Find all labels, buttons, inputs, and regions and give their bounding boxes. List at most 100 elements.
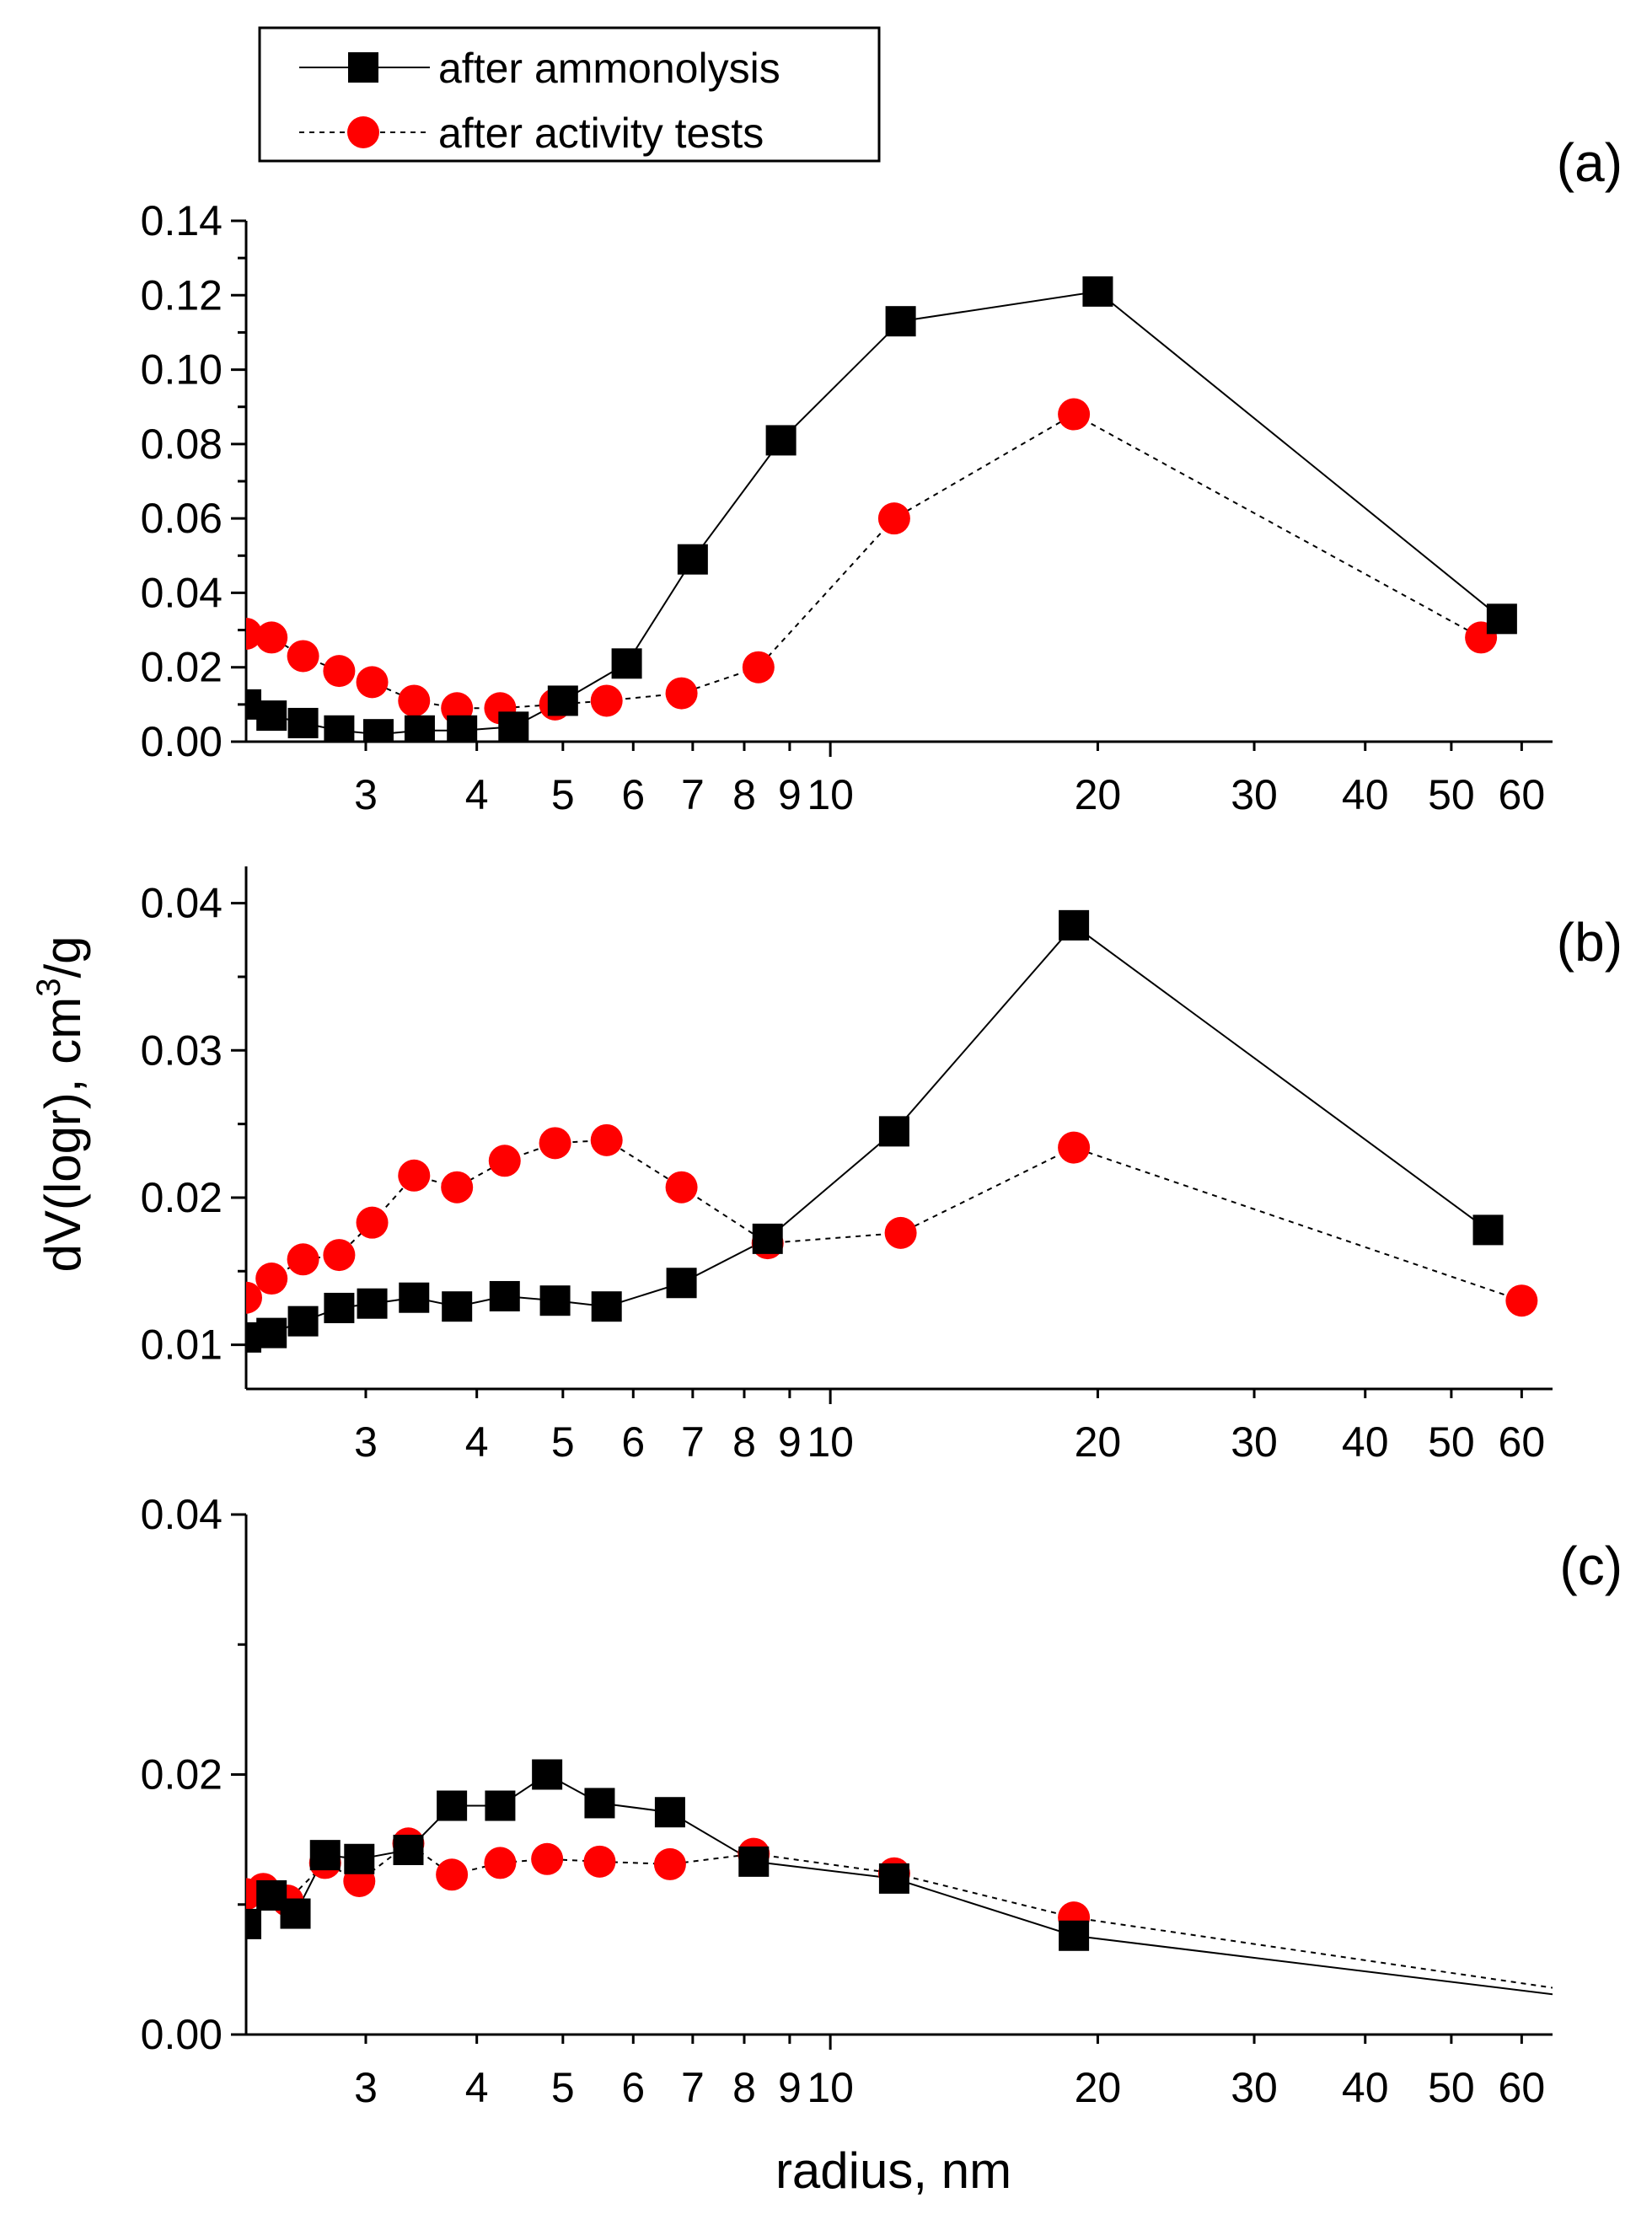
series-line-activity <box>246 413 1482 710</box>
legend-label-ammonolysis: after ammonolysis <box>438 45 780 92</box>
x-tick-label: 6 <box>621 771 645 818</box>
data-point-activity <box>1058 1131 1091 1164</box>
data-point-ammonolysis <box>532 1759 563 1790</box>
data-point-activity <box>531 1842 564 1875</box>
panel-label: (c) <box>1559 1536 1622 1596</box>
data-point-activity <box>356 666 389 699</box>
x-tick-label: 3 <box>354 771 378 818</box>
panel-1: 0.00 0.02 0.04 0.06 0.08 0.10 0.12 0.14 3 4 5 6 7 8 9 1… <box>141 132 1622 818</box>
data-point-ammonolysis <box>447 715 478 742</box>
panel-label: (b) <box>1557 912 1622 973</box>
y-tick-label: 0.02 <box>141 644 223 691</box>
data-point-activity <box>653 1847 686 1880</box>
data-point-ammonolysis <box>309 1840 341 1871</box>
y-tick-label: 0.06 <box>141 495 223 542</box>
series-line-ammonolysis <box>246 924 1489 1338</box>
y-tick-label: 0.10 <box>141 346 223 394</box>
x-tick-label: 5 <box>551 1418 575 1466</box>
x-tick-label: 4 <box>465 2064 489 2111</box>
data-point-ammonolysis <box>1059 1920 1090 1951</box>
data-point-activity <box>484 1847 517 1879</box>
x-tick-label: 60 <box>1499 1418 1546 1466</box>
x-tick-label: 5 <box>551 2064 575 2111</box>
data-point-ammonolysis <box>344 1843 375 1874</box>
data-point-ammonolysis <box>1082 276 1113 307</box>
data-point-activity <box>488 1145 521 1177</box>
data-point-ammonolysis <box>547 685 578 716</box>
series-line-ammonolysis <box>246 290 1503 736</box>
x-tick-label: 4 <box>465 771 489 818</box>
data-point-ammonolysis <box>256 700 287 732</box>
x-tick-label: 50 <box>1428 771 1475 818</box>
data-point-activity <box>590 684 623 717</box>
data-point-ammonolysis <box>287 1306 319 1337</box>
data-point-ammonolysis <box>404 715 435 742</box>
data-point-activity <box>287 640 319 673</box>
data-point-activity <box>441 1171 474 1204</box>
x-tick-label: 7 <box>681 2064 705 2111</box>
data-point-ammonolysis <box>584 1788 615 1819</box>
x-tick-label: 20 <box>1075 771 1122 818</box>
data-point-ammonolysis <box>256 1317 287 1348</box>
x-tick-label: 8 <box>732 2064 756 2111</box>
data-point-activity <box>884 1216 917 1249</box>
data-point-ammonolysis <box>611 648 642 679</box>
x-tick-label: 6 <box>621 2064 645 2111</box>
data-point-ammonolysis <box>1059 909 1090 941</box>
y-tick-label: 0.00 <box>141 2011 223 2058</box>
x-tick-label: 40 <box>1342 2064 1389 2111</box>
x-tick-label: 10 <box>807 2064 854 2111</box>
panel-label: (a) <box>1557 132 1622 193</box>
plot-area <box>246 1759 1553 1996</box>
x-tick-label: 7 <box>681 1418 705 1466</box>
data-point-ammonolysis <box>280 1898 311 1929</box>
data-point-ammonolysis <box>437 1790 468 1821</box>
data-point-activity <box>665 1171 698 1204</box>
data-point-activity <box>583 1845 616 1878</box>
data-point-ammonolysis <box>442 1291 473 1322</box>
x-tick-label: 20 <box>1075 2064 1122 2111</box>
series-line-activity <box>246 1842 1553 1989</box>
data-point-activity <box>255 621 288 654</box>
data-point-ammonolysis <box>885 306 916 337</box>
data-point-activity <box>742 651 775 684</box>
data-point-ammonolysis <box>591 1291 622 1322</box>
y-tick-label: 0.03 <box>141 1027 223 1074</box>
data-point-ammonolysis <box>539 1285 571 1316</box>
y-tick-label: 0.04 <box>141 1491 223 1538</box>
x-tick-label: 30 <box>1231 2064 1278 2111</box>
data-point-ammonolysis <box>878 1863 909 1894</box>
plot-area <box>246 909 1538 1353</box>
legend-marker-activity <box>347 116 379 148</box>
x-tick-label: 30 <box>1231 1418 1278 1466</box>
data-point-ammonolysis <box>666 1268 697 1299</box>
x-tick-label: 5 <box>551 771 575 818</box>
x-tick-label: 50 <box>1428 2064 1475 2111</box>
data-point-activity <box>665 677 698 710</box>
data-point-ammonolysis <box>1486 603 1517 635</box>
y-tick-label: 0.02 <box>141 1174 223 1221</box>
x-tick-label: 10 <box>807 771 854 818</box>
y-tick-label: 0.02 <box>141 1751 223 1799</box>
y-tick-label: 0.04 <box>141 880 223 927</box>
x-tick-label: 8 <box>732 1418 756 1466</box>
x-tick-label: 9 <box>778 2064 802 2111</box>
data-point-ammonolysis <box>357 1288 388 1319</box>
plot-area <box>246 276 1517 742</box>
data-point-activity <box>539 1127 571 1160</box>
data-point-activity <box>398 684 431 717</box>
data-point-activity <box>323 655 356 688</box>
x-tick-label: 9 <box>778 1418 802 1466</box>
data-point-ammonolysis <box>287 707 319 738</box>
x-axis-title: radius, nm <box>775 2142 1011 2199</box>
x-tick-label: 10 <box>807 1418 854 1466</box>
legend-marker-ammonolysis <box>348 52 378 83</box>
data-point-activity <box>877 502 910 535</box>
x-tick-label: 3 <box>354 2064 378 2111</box>
x-tick-label: 8 <box>732 771 756 818</box>
panel-3: 0.00 0.02 0.04 3 4 5 6 7 8 9 10 20 30 40 50 60 (c) <box>141 1491 1622 2111</box>
data-point-ammonolysis <box>738 1846 770 1877</box>
y-tick-label: 0.14 <box>141 197 223 244</box>
data-point-activity <box>436 1858 469 1891</box>
data-point-ammonolysis <box>324 715 355 742</box>
